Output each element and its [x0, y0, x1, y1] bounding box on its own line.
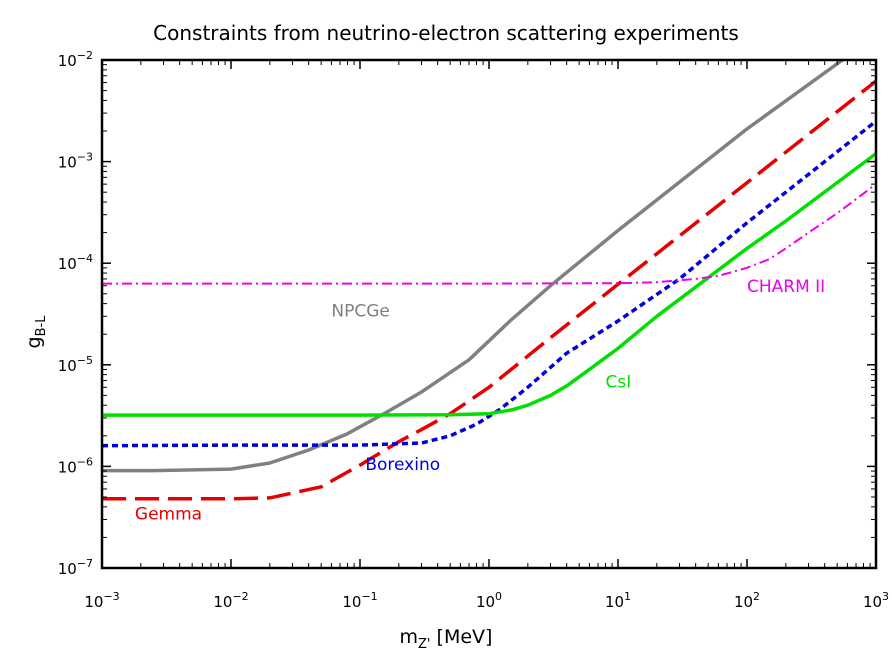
annotation-npcge: NPCGe — [331, 301, 389, 321]
x-tick-label: 102 — [734, 590, 760, 611]
x-tick-label: 10−3 — [84, 590, 119, 611]
x-axis-label: mZ' [MeV] — [400, 626, 493, 652]
x-tick-label: 10−1 — [342, 590, 377, 611]
y-axis-label: gB-L — [23, 315, 49, 349]
chart-title: Constraints from neutrino-electron scatt… — [153, 21, 739, 45]
y-tick-label: 10−6 — [58, 455, 93, 476]
y-tick-label: 10−4 — [58, 252, 93, 273]
annotation-csi: CsI — [605, 372, 631, 392]
annotation-gemma: Gemma — [135, 505, 202, 525]
series-line-npcge — [102, 60, 846, 473]
series-line-csi — [102, 152, 876, 417]
x-axis-label-sub: Z' — [418, 637, 430, 652]
series-line-borexino — [102, 119, 876, 448]
series-line-charm-ii — [102, 183, 876, 285]
series-line-gemma — [102, 79, 876, 501]
annotation-borexino: Borexino — [365, 455, 440, 475]
y-axis-label-sub: B-L — [34, 315, 49, 337]
x-tick-label: 103 — [863, 590, 889, 611]
x-tick-label: 101 — [605, 590, 631, 611]
y-tick-label: 10−3 — [58, 151, 93, 172]
y-tick-label: 10−5 — [58, 354, 93, 375]
annotation-charm-ii: CHARM II — [747, 277, 825, 297]
axis-ticks: 10−3 10−2 10−1 100 101 102 103 10−7 10−6 10−5 10−4… — [58, 49, 889, 611]
x-tick-label: 100 — [476, 590, 502, 611]
plot-area: NPCGe CsI Borexino Gemma CHARM II — [102, 60, 876, 525]
x-axis-label-unit: [MeV] — [431, 626, 493, 648]
y-tick-label: 10−7 — [58, 557, 93, 578]
x-tick-label: 10−2 — [213, 590, 248, 611]
x-axis-label-base: m — [400, 626, 419, 648]
plot-frame — [100, 58, 878, 570]
y-tick-label: 10−2 — [58, 49, 93, 70]
y-axis-label-base: g — [23, 336, 45, 348]
